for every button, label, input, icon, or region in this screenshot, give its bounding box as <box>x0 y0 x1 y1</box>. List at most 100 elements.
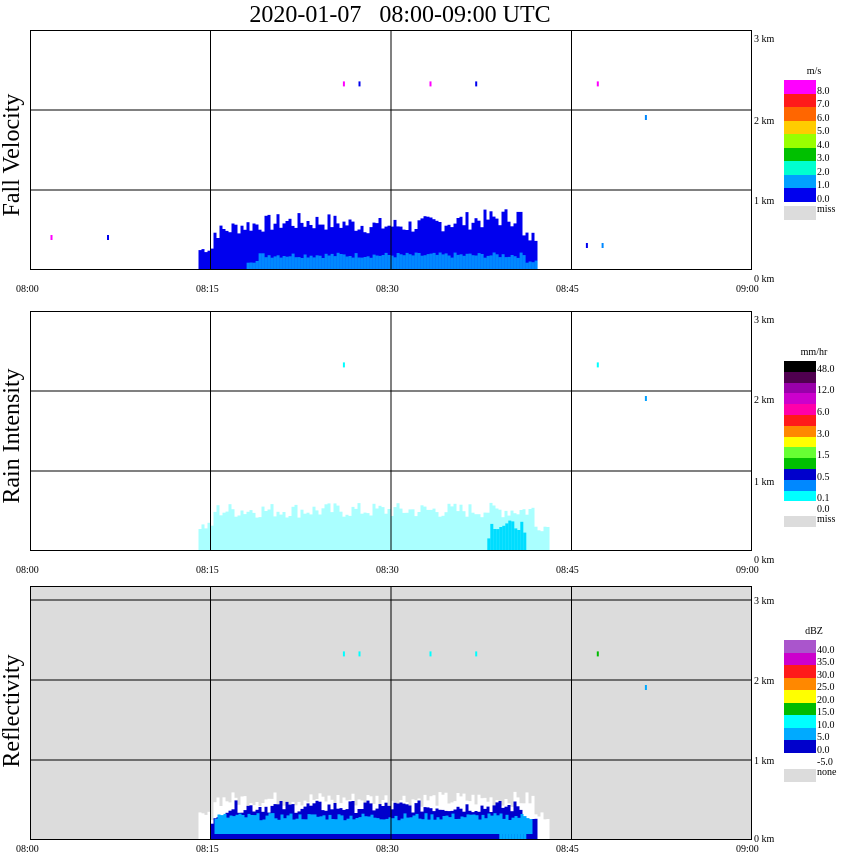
echo-column <box>351 257 355 270</box>
echo-column <box>309 225 313 270</box>
echo-column <box>291 506 295 551</box>
echo-column <box>477 514 481 551</box>
echo-column <box>249 230 253 270</box>
legend-label: 15.0 <box>817 707 835 718</box>
legend-swatch <box>784 469 816 480</box>
echo-series-core <box>499 819 527 840</box>
echo-column-inner <box>298 814 302 834</box>
echo-column <box>441 254 445 270</box>
echo-column-inner <box>487 813 491 834</box>
echo-column <box>441 231 445 270</box>
echo-column-inner <box>421 819 425 834</box>
echo-column <box>366 233 370 270</box>
echo-column <box>468 504 472 551</box>
echo-column <box>432 508 436 551</box>
echo-column <box>267 255 271 270</box>
echo-column <box>258 253 262 270</box>
isolated-echo-point <box>596 651 599 657</box>
echo-column <box>297 257 301 270</box>
x-tick-0800: 08:00 <box>16 565 39 576</box>
x-tick-0800: 08:00 <box>16 844 39 855</box>
echo-column <box>363 232 367 270</box>
echo-column <box>333 215 337 270</box>
echo-column <box>525 262 529 270</box>
legend-label: 35.0 <box>817 657 835 668</box>
echo-column <box>318 224 322 270</box>
echo-column <box>240 510 244 551</box>
legend-label: 6.0 <box>817 407 830 418</box>
echo-column <box>492 505 496 551</box>
echo-column <box>369 257 373 270</box>
echo-column <box>520 521 524 551</box>
legend-label: none <box>817 767 837 778</box>
echo-column <box>366 256 370 270</box>
legend-label: 12.0 <box>817 385 835 397</box>
echo-column <box>438 516 442 551</box>
echo-column <box>450 257 454 270</box>
legend-swatch <box>784 640 816 653</box>
echo-column-inner <box>451 813 455 834</box>
echo-column-inner <box>469 814 473 834</box>
legend-unit: mm/hr <box>800 347 828 358</box>
echo-column <box>345 514 349 551</box>
echo-column-inner <box>376 818 380 834</box>
legend-label: miss <box>817 514 836 526</box>
echo-column <box>462 225 466 270</box>
echo-column <box>378 255 382 270</box>
legend-swatch <box>784 107 816 121</box>
echo-column <box>516 211 520 270</box>
echo-column <box>520 824 524 840</box>
echo-column-inner <box>394 815 398 834</box>
legend-label: 2.0 <box>817 166 830 178</box>
echo-column <box>243 514 247 551</box>
echo-column-inner <box>322 815 326 834</box>
echo-column-inner <box>430 814 434 834</box>
legend-swatch <box>784 479 816 491</box>
echo-column <box>517 820 521 840</box>
legend-swatch <box>784 516 816 528</box>
legend-swatch <box>784 147 816 162</box>
echo-column <box>387 509 391 551</box>
echo-column-inner <box>313 814 317 834</box>
echo-column <box>495 218 499 270</box>
echo-column-inner <box>346 818 350 834</box>
echo-column <box>528 261 532 270</box>
echo-column <box>465 253 469 270</box>
echo-column <box>432 219 436 270</box>
echo-column <box>486 255 490 270</box>
isolated-echo-point <box>107 235 109 240</box>
echo-column <box>306 221 310 270</box>
legend-swatch <box>784 727 816 741</box>
echo-column <box>516 257 520 270</box>
legend-swatch <box>784 677 816 691</box>
echo-column <box>240 225 244 270</box>
echo-column <box>270 504 274 551</box>
echo-column-inner <box>238 813 242 834</box>
isolated-echo-point <box>358 81 361 87</box>
echo-column-inner <box>259 820 263 834</box>
legend-swatch <box>784 361 816 372</box>
echo-column-inner <box>232 816 236 834</box>
echo-column-inner <box>415 813 419 834</box>
echo-column <box>327 214 331 270</box>
echo-column <box>507 256 511 270</box>
echo-column <box>531 819 535 840</box>
echo-column <box>450 227 454 270</box>
echo-column <box>414 252 418 270</box>
echo-column <box>324 504 328 551</box>
echo-column-inner <box>397 820 401 834</box>
echo-column-inner <box>295 818 299 834</box>
echo-column <box>462 255 466 270</box>
echo-column <box>246 262 250 270</box>
echo-column <box>480 227 484 270</box>
legend-label: 0.0 <box>817 504 830 516</box>
echo-column <box>414 229 418 270</box>
echo-column <box>258 229 262 270</box>
echo-column <box>498 225 502 270</box>
echo-column <box>387 225 391 270</box>
echo-column <box>345 225 349 270</box>
echo-column-inner <box>316 816 320 834</box>
echo-column <box>477 253 481 270</box>
echo-column-inner <box>352 819 356 834</box>
echo-column <box>465 212 469 270</box>
